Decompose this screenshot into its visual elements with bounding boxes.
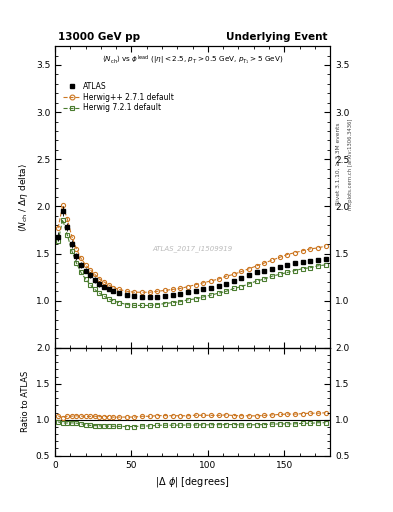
Text: Underlying Event: Underlying Event bbox=[226, 32, 327, 41]
Text: 13000 GeV pp: 13000 GeV pp bbox=[58, 32, 140, 41]
Text: Rivet 3.1.10, ≥ 3.3M events: Rivet 3.1.10, ≥ 3.3M events bbox=[336, 122, 341, 205]
Y-axis label: Ratio to ATLAS: Ratio to ATLAS bbox=[21, 371, 30, 433]
Text: mcplots.cern.ch [arXiv:1306.3436]: mcplots.cern.ch [arXiv:1306.3436] bbox=[348, 118, 353, 209]
X-axis label: $|\Delta\ \phi|$ [degrees]: $|\Delta\ \phi|$ [degrees] bbox=[156, 475, 230, 489]
Text: ATLAS_2017_I1509919: ATLAS_2017_I1509919 bbox=[152, 245, 233, 252]
Legend: ATLAS, Herwig++ 2.7.1 default, Herwig 7.2.1 default: ATLAS, Herwig++ 2.7.1 default, Herwig 7.… bbox=[62, 80, 175, 114]
Y-axis label: $\langle N_\mathsf{ch}\ /\ \Delta\eta\ \mathsf{delta}\rangle$: $\langle N_\mathsf{ch}\ /\ \Delta\eta\ \… bbox=[17, 162, 30, 231]
Text: $\langle N_\mathsf{ch}\rangle$ vs $\phi^\mathsf{lead}$ ($|\eta| < 2.5$, $p_T > 0: $\langle N_\mathsf{ch}\rangle$ vs $\phi^… bbox=[102, 54, 283, 67]
